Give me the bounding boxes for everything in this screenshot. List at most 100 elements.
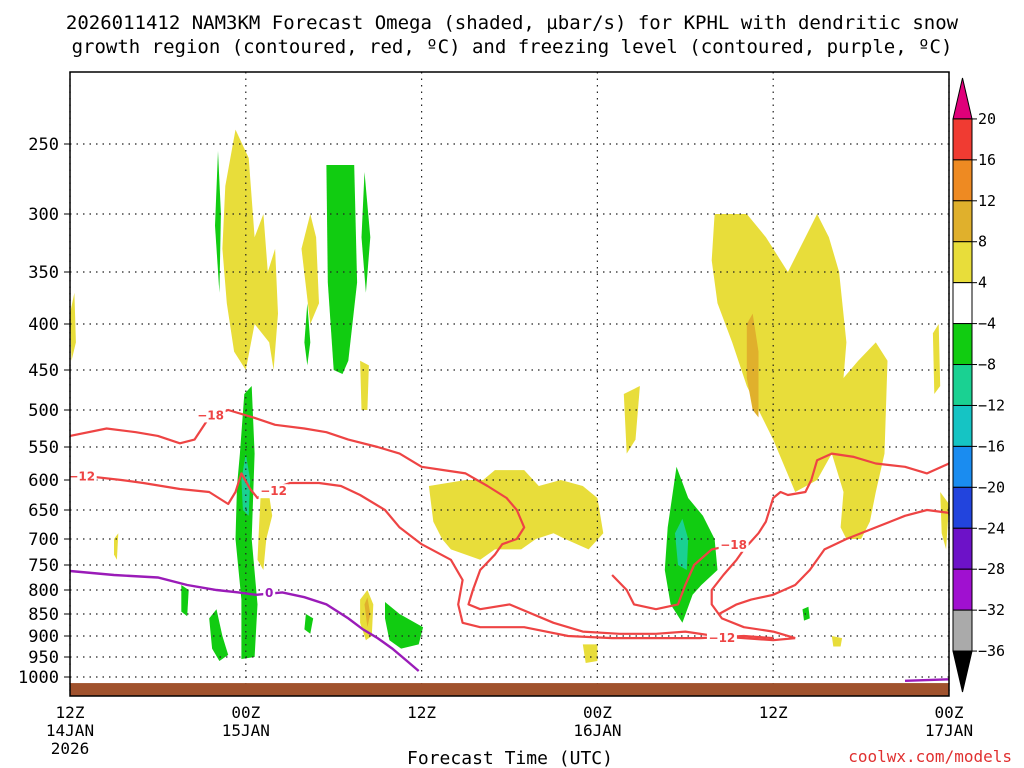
omega-region-lift-low-b bbox=[181, 585, 189, 617]
colorbar-label: −20 bbox=[978, 478, 1005, 496]
dgz-contour-minus12-left bbox=[69, 472, 774, 640]
omega-region-sink-tiny-h bbox=[940, 492, 949, 550]
dgz-label-bg bbox=[66, 469, 97, 484]
ground-surface bbox=[70, 683, 949, 696]
y-tick-label: 700 bbox=[28, 530, 59, 550]
contours: −18 −12 −12 −18 −12 0 bbox=[66, 408, 950, 682]
y-tick-label: 450 bbox=[28, 361, 59, 381]
y-tick-label: 950 bbox=[28, 648, 59, 668]
omega-region-lift-00z15-column bbox=[235, 386, 258, 659]
colorbar-arrow-down bbox=[952, 650, 973, 693]
colorbar-bin bbox=[952, 445, 973, 488]
freezing-level-contour bbox=[69, 569, 420, 672]
omega-region-sink-tiny-b bbox=[360, 360, 369, 410]
credit-label: coolwx.com/models bbox=[848, 747, 1012, 766]
omega-region-sink-left-small bbox=[257, 486, 273, 570]
colorbar-label: 8 bbox=[978, 233, 987, 251]
dgz-contour-minus12-right bbox=[718, 508, 950, 615]
colorbar-bin bbox=[952, 404, 973, 447]
chart-title-line-2: growth region (contoured, red, ºC) and f… bbox=[72, 36, 953, 58]
colorbar-label: 12 bbox=[978, 192, 996, 210]
colorbar-label: −16 bbox=[978, 437, 1005, 455]
omega-region-sink-upper-mid bbox=[301, 214, 319, 324]
y-tick-label: 900 bbox=[28, 627, 59, 647]
omega-region-lift-low-d bbox=[385, 602, 424, 649]
y-tick-label: 850 bbox=[28, 605, 59, 625]
colorbar-label: −24 bbox=[978, 519, 1005, 537]
x-tick-label: 12Z bbox=[407, 703, 436, 722]
colorbar-bin bbox=[952, 568, 973, 611]
colorbar-bin bbox=[952, 282, 973, 325]
omega-region-sink-middle-small-core bbox=[364, 597, 371, 628]
y-tick-label: 350 bbox=[28, 263, 59, 283]
omega-region-sink-upper-right bbox=[711, 214, 888, 539]
plot-frame bbox=[69, 71, 950, 697]
omega-shading bbox=[70, 129, 949, 663]
dgz-contour-minus18-upper-right bbox=[743, 452, 950, 551]
colorbar-label: −36 bbox=[978, 642, 1005, 660]
dgz-contour-label: −12 bbox=[260, 484, 287, 498]
colorbar-arrow-up bbox=[952, 77, 973, 120]
colorbar-bin bbox=[952, 200, 973, 243]
dgz-label-bg bbox=[258, 484, 289, 499]
omega-region-sink-upper-left bbox=[222, 129, 278, 370]
plot-area: −18 −12 −12 −18 −12 0 bbox=[66, 71, 950, 697]
omega-region-sink-tiny-a bbox=[114, 533, 119, 560]
colorbar-bin bbox=[952, 323, 973, 366]
omega-region-sink-tiny-c bbox=[582, 644, 598, 663]
dgz-contour-label: −18 bbox=[197, 408, 224, 422]
omega-region-sink-tiny-e bbox=[70, 292, 76, 361]
omega-region-lift-low-a bbox=[209, 609, 229, 661]
colorbar-bin bbox=[952, 241, 973, 284]
dgz-contour-label: −18 bbox=[720, 538, 747, 552]
colorbar-bin bbox=[952, 364, 973, 406]
colorbar-label: −28 bbox=[978, 560, 1005, 578]
dgz-contour-label: −12 bbox=[68, 470, 95, 484]
dgz-label-bg bbox=[718, 537, 749, 552]
colorbar-bin bbox=[952, 118, 973, 161]
omega-region-lift-upper-sliver-c bbox=[304, 303, 311, 366]
y-tick-label: 250 bbox=[28, 135, 59, 155]
freezing-label-bg bbox=[263, 585, 276, 599]
y-tick-label: 650 bbox=[28, 501, 59, 521]
omega-region-sink-tiny-g bbox=[932, 324, 941, 394]
x-tick-label: 00Z bbox=[231, 703, 260, 722]
colorbar-bin bbox=[952, 527, 973, 570]
x-tick-label: 12Z bbox=[56, 703, 85, 722]
x-tick-date: 14JAN bbox=[46, 721, 94, 740]
freezing-level-contour-right bbox=[904, 678, 950, 682]
x-axis-title: Forecast Time (UTC) bbox=[407, 748, 613, 768]
x-tick-label: 12Z bbox=[759, 703, 788, 722]
colorbar-label: −32 bbox=[978, 601, 1005, 619]
colorbar-bin bbox=[952, 609, 973, 652]
y-tick-label: 750 bbox=[28, 556, 59, 576]
y-tick-label: 800 bbox=[28, 581, 59, 601]
omega-region-lift-00z15-core bbox=[241, 453, 251, 516]
omega-region-sink-middle-band bbox=[428, 470, 604, 560]
x-tick-date: 17JAN bbox=[925, 721, 973, 740]
colorbar-bin bbox=[952, 486, 973, 529]
omega-region-lift-upper-tower bbox=[326, 165, 358, 374]
y-tick-label: 550 bbox=[28, 438, 59, 458]
x-tick-date: 16JAN bbox=[573, 721, 621, 740]
omega-region-lift-low-c bbox=[304, 614, 314, 634]
omega-region-lift-16jan-core bbox=[675, 518, 689, 570]
y-tick-label: 600 bbox=[28, 471, 59, 491]
colorbar-label: −8 bbox=[978, 356, 996, 374]
y-tick-label: 500 bbox=[28, 401, 59, 421]
omega-region-lift-upper-sliver-a bbox=[215, 151, 221, 293]
colorbar-label: −12 bbox=[978, 396, 1005, 414]
x-tick-label: 00Z bbox=[935, 703, 964, 722]
y-tick-label: 1000 bbox=[18, 668, 59, 688]
y-tick-label: 400 bbox=[28, 315, 59, 335]
omega-region-sink-upper-right-core bbox=[746, 313, 759, 418]
x-tick-year: 2026 bbox=[51, 739, 90, 758]
dgz-contour-label: −12 bbox=[709, 631, 736, 645]
colorbar-label: 4 bbox=[978, 274, 987, 292]
omega-region-sink-tiny-d bbox=[623, 386, 640, 454]
x-tick-label: 00Z bbox=[583, 703, 612, 722]
omega-region-lift-upper-sliver-b bbox=[361, 172, 371, 293]
colorbar-label: −4 bbox=[978, 315, 996, 333]
